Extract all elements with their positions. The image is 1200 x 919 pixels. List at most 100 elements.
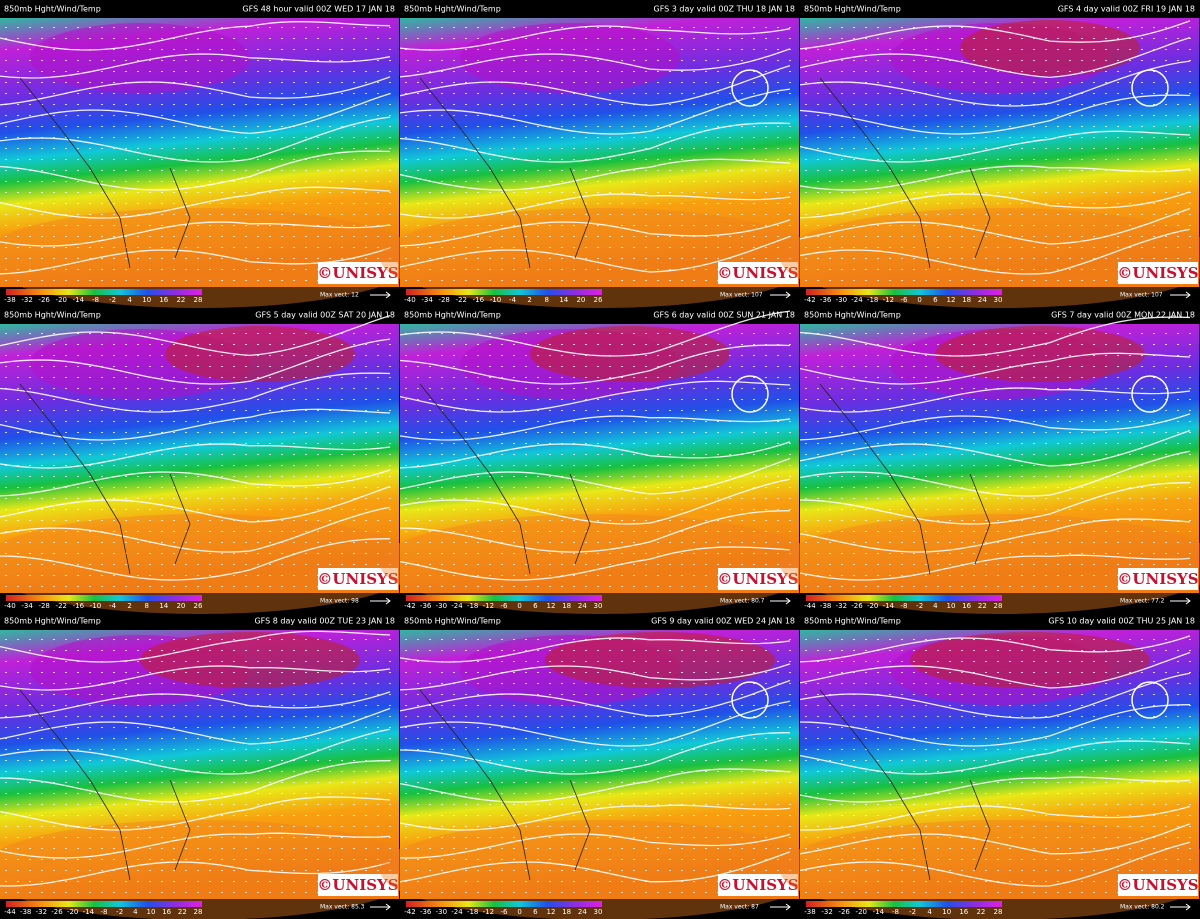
legend-label: -2 (109, 296, 116, 304)
height-contour (799, 450, 1191, 497)
height-contour (399, 457, 791, 495)
logo-box (1118, 262, 1198, 284)
legend-label: 24 (578, 908, 587, 916)
height-contour (399, 732, 791, 775)
wind-vectors (400, 18, 799, 287)
wind-vectors (800, 630, 1199, 899)
vector-arrow (370, 597, 391, 605)
legend-label: -24 (451, 602, 463, 610)
legend-label: 30 (594, 602, 603, 610)
legend-label: 22 (978, 602, 987, 610)
legend-label: -2 (116, 908, 123, 916)
height-contour (399, 700, 791, 747)
height-contour (399, 510, 791, 553)
valid-time: GFS 48 hour valid 00Z WED 17 JAN 18 (242, 5, 395, 14)
wind-vectors (800, 324, 1199, 593)
legend-label: -14 (873, 908, 885, 916)
color-bar (6, 289, 202, 295)
panel-title: 850mb Hght/Wind/Temp (404, 311, 501, 320)
legend-label: -38 (4, 296, 15, 304)
height-contour (799, 704, 1191, 747)
height-contour (799, 94, 1191, 135)
legend-label: -20 (856, 908, 867, 916)
legend-label: -42 (804, 296, 815, 304)
legend-label: -8 (892, 908, 899, 916)
height-contour (0, 728, 391, 775)
legend-label: -26 (38, 296, 50, 304)
panel-title: 850mb Hght/Wind/Temp (804, 617, 901, 626)
logo: ©UNISYS (717, 570, 798, 588)
max-vector: Max vect: 80.2 (1120, 904, 1165, 911)
height-contour (799, 130, 1191, 163)
wind-vectors (0, 324, 399, 593)
legend-label: -40 (404, 296, 415, 304)
panel-title: 850mb Hght/Wind/Temp (4, 5, 101, 14)
max-vector: Max vect: 85.3 (320, 904, 365, 911)
legend-label: 12 (547, 908, 556, 916)
height-contour (799, 429, 1191, 467)
legend-label: -8 (901, 602, 908, 610)
height-contour (399, 478, 791, 525)
panel-title: 850mb Hght/Wind/Temp (4, 311, 101, 320)
coastline (819, 77, 991, 269)
height-contour (0, 760, 391, 803)
valid-time: GFS 8 day valid 00Z TUE 23 JAN 18 (254, 617, 395, 626)
low-center (1131, 69, 1169, 107)
legend-label: 30 (994, 296, 1003, 304)
legend-label: -36 (420, 908, 432, 916)
height-contour (399, 64, 791, 107)
low-center (731, 681, 769, 719)
legend-label: -14 (883, 602, 895, 610)
low-center (731, 69, 769, 107)
color-bar (6, 595, 202, 601)
legend-label: 2 (127, 602, 131, 610)
legend-label: 0 (517, 602, 521, 610)
legend-label: 20 (176, 602, 185, 610)
height-contour (0, 796, 391, 831)
color-bar (6, 901, 202, 907)
height-contour (399, 310, 791, 357)
legend-label: -30 (836, 296, 847, 304)
legend-label: 4 (933, 602, 938, 610)
height-contour (399, 344, 791, 385)
height-contour (799, 823, 1191, 855)
height-contour (399, 441, 791, 469)
legend-label: -38 (820, 602, 831, 610)
logo: ©UNISYS (1117, 570, 1198, 588)
legend-label: -32 (21, 296, 32, 304)
height-contour (799, 554, 1191, 581)
legend-label: -34 (21, 602, 33, 610)
legend-label: -8 (101, 908, 108, 916)
legend-label: 22 (178, 908, 187, 916)
legend-label: -32 (836, 602, 847, 610)
map-panel: 850mb Hght/Wind/Temp GFS 48 hour valid 00… (0, 5, 420, 308)
legend-label: 20 (576, 296, 585, 304)
panel-title: 850mb Hght/Wind/Temp (804, 311, 901, 320)
logo: ©UNISYS (1117, 876, 1198, 894)
logo-box (718, 874, 798, 896)
legend-label: 16 (159, 296, 168, 304)
map-panel: 850mb Hght/Wind/Temp GFS 4 day valid 00Z … (780, 5, 1200, 308)
legend-label: 10 (942, 908, 951, 916)
height-contour (799, 672, 1191, 719)
coastline (819, 689, 991, 881)
logo: ©UNISYS (317, 876, 398, 894)
legend-label: -18 (467, 908, 478, 916)
legend-label: -14 (73, 296, 85, 304)
height-contour (0, 691, 391, 719)
map-panel: 850mb Hght/Wind/Temp GFS 10 day valid 00Z… (780, 617, 1200, 919)
legend-label: 8 (544, 296, 548, 304)
legend-label: -8 (92, 296, 99, 304)
legend-label: -18 (467, 602, 478, 610)
map-panel: 850mb Hght/Wind/Temp GFS 7 day valid 00Z … (780, 311, 1200, 614)
low-center (1131, 375, 1169, 413)
legend-label: -12 (883, 296, 894, 304)
height-contour (0, 21, 391, 51)
height-contour (0, 53, 391, 79)
color-bar (406, 595, 602, 601)
height-contour (399, 637, 791, 663)
height-contour (799, 635, 1191, 663)
coastline (419, 383, 591, 575)
valid-time: GFS 7 day valid 00Z MON 22 JAN 18 (1051, 311, 1195, 320)
legend-label: -22 (456, 296, 467, 304)
